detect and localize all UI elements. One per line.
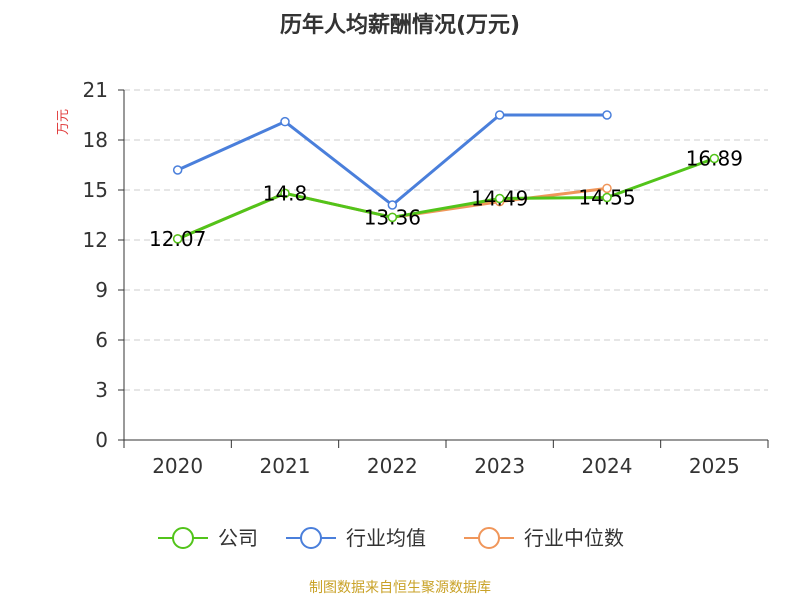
data-point[interactable]: [387, 212, 398, 223]
legend-marker: [172, 527, 194, 549]
legend-label: 公司: [218, 526, 258, 550]
data-point[interactable]: [602, 183, 612, 194]
data-label: 14.49: [471, 187, 528, 211]
data-point[interactable]: [387, 200, 398, 210]
data-point[interactable]: [172, 165, 183, 175]
data-point[interactable]: [280, 116, 290, 127]
legend-item-company[interactable]: 公司: [158, 526, 258, 550]
source-note: 制图数据来自恒生聚源数据库: [309, 580, 491, 596]
series-line: [177, 113, 607, 207]
y-tick-label: 3: [95, 378, 108, 402]
x-tick-label: 2021: [260, 454, 311, 478]
chart-title: 历年人均薪酬情况(万元): [280, 12, 520, 38]
legend-marker: [478, 527, 500, 549]
data-point[interactable]: [709, 153, 720, 164]
legend-marker: [300, 527, 322, 549]
data-point[interactable]: [280, 188, 290, 199]
series-layer: [172, 110, 720, 244]
x-tick-label: 2024: [582, 454, 633, 478]
y-tick-label: 15: [83, 178, 108, 202]
x-tick-label: 2022: [367, 454, 418, 478]
grid-lines: [124, 89, 768, 391]
x-tick-label: 2020: [152, 454, 203, 478]
y-tick-label: 21: [83, 78, 108, 102]
x-tick-label: 2023: [474, 454, 525, 478]
series-line: [177, 157, 715, 241]
data-point[interactable]: [602, 192, 612, 203]
data-label: 14.8: [263, 181, 308, 205]
data-point[interactable]: [494, 193, 505, 204]
data-label: 16.89: [686, 147, 743, 171]
legend-label: 行业中位数: [524, 526, 624, 550]
series-0: [172, 153, 720, 244]
y-axis-unit: 万元: [56, 109, 71, 135]
data-label: 12.07: [149, 227, 206, 251]
legend-item-industry-mean[interactable]: 行业均值: [286, 526, 426, 550]
legend-label: 行业均值: [346, 526, 426, 550]
data-point[interactable]: [602, 110, 612, 120]
legend[interactable]: 公司 行业均值 行业中位数: [158, 526, 624, 550]
y-tick-label: 0: [95, 428, 108, 452]
data-point[interactable]: [494, 110, 505, 120]
series-1: [172, 110, 612, 210]
data-label: 14.55: [578, 186, 635, 210]
x-tick-label: 2025: [689, 454, 740, 478]
axes: 0 3 6 9 12 15 18 21 2020 2021 2022 2023 2024 2025: [83, 78, 769, 478]
data-label: 13.36: [364, 205, 421, 229]
y-tick-label: 6: [95, 328, 108, 352]
data-labels: 12.07 14.8 13.36 14.49 14.55 16.89: [149, 147, 743, 251]
legend-item-industry-median[interactable]: 行业中位数: [464, 526, 624, 550]
y-tick-label: 9: [95, 278, 108, 302]
data-point[interactable]: [172, 234, 183, 244]
y-tick-label: 12: [83, 228, 108, 252]
y-tick-label: 18: [83, 128, 108, 152]
